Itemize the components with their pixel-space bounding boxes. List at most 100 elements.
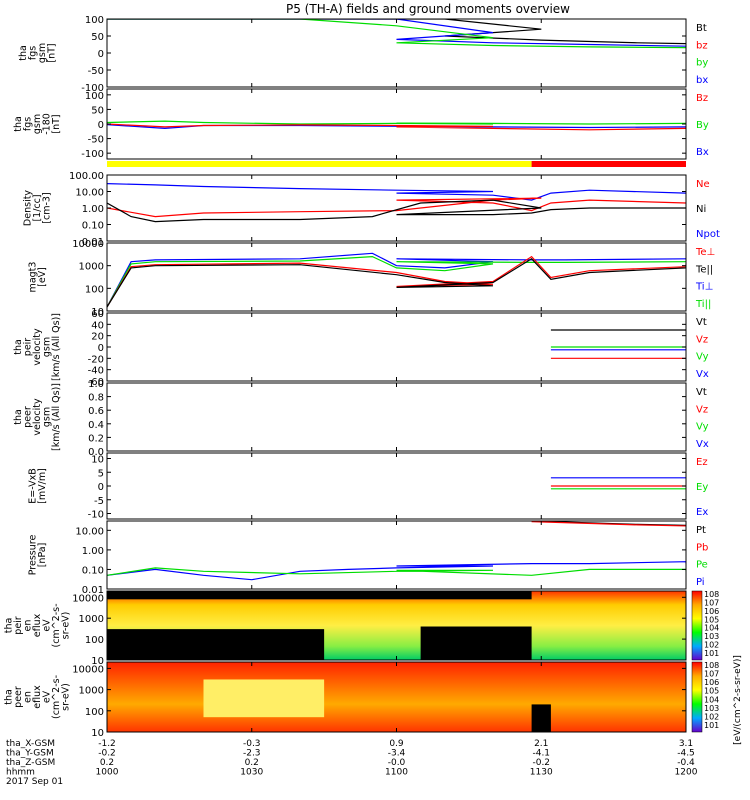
y-tick-label: 10: [91, 656, 104, 667]
legend-Ni: Ni: [696, 204, 706, 215]
y-tick-label: 10000: [72, 593, 104, 604]
y-tick-label: 10: [91, 728, 104, 739]
colorbar-tick-label: 101: [704, 721, 719, 730]
y-tick-label: 0.0: [88, 447, 104, 458]
y-tick-label: 0.01: [82, 585, 104, 596]
y-tick-label: 5: [98, 468, 104, 479]
legend-Vx: Vx: [696, 369, 709, 380]
ephemeris-value: -3.4: [388, 749, 406, 759]
y-tick-label: 10000: [72, 239, 104, 250]
colorbar-tick-label: 107: [704, 598, 719, 607]
y-tick-label: 0: [98, 343, 104, 354]
date-label: 2017 Sep 01: [6, 777, 63, 787]
ephemeris-value: 1100: [385, 768, 408, 778]
plot-area: [107, 383, 686, 451]
spectrogram-gap: [531, 704, 551, 732]
y-tick-label: 1000: [79, 262, 104, 273]
spectrogram-highflux: [203, 679, 325, 718]
colorbar-tick-label: 102: [704, 641, 719, 650]
legend-bz: bz: [696, 40, 708, 51]
colorbar-tick-label: 105: [704, 615, 719, 624]
plot-area: [107, 19, 686, 87]
legend-Ey: Ey: [696, 482, 708, 493]
y-tick-label: 100: [85, 707, 104, 718]
ephemeris-value: 1030: [240, 768, 263, 778]
ephemeris-value: -0.3: [243, 739, 261, 749]
legend-Vz: Vz: [696, 334, 708, 345]
legend-Vz: Vz: [696, 404, 708, 415]
series-line-by: [107, 19, 686, 49]
y-tick-label: 20: [91, 332, 104, 343]
legend-Vt: Vt: [696, 317, 707, 328]
y-tick-label: 10: [91, 455, 104, 466]
y-tick-label: 0.8: [88, 393, 104, 404]
ephemeris-value: -0.4: [677, 758, 695, 768]
y-tick-label: 0: [98, 120, 104, 131]
legend-Bx: Bx: [696, 147, 709, 158]
ephemeris-value: 1200: [675, 768, 698, 778]
colorbar-tick-label: 101: [704, 649, 719, 658]
y-tick-label: 0.10: [82, 565, 104, 576]
y-tick-label: -100: [81, 149, 104, 160]
ephemeris-value: -4.1: [532, 749, 550, 759]
y-tick-label: 100: [85, 91, 104, 102]
colorbar-tick-label: 106: [704, 678, 719, 687]
colorbar-tick-label: 104: [704, 695, 719, 704]
y-axis-label: thafgsgsm-180[nT]: [13, 113, 62, 135]
panel-peer_vel: 1.0 0.8 0.6 0.4 0.2 0.0 thapeervelocitygsm[km/…: [13, 379, 709, 458]
y-axis-label: E=-VxB[mV/m]: [27, 468, 48, 504]
ephemeris-value: 1000: [96, 768, 119, 778]
legend-Vy: Vy: [696, 352, 709, 363]
y-tick-label: -50: [88, 66, 104, 77]
y-tick-label: 0: [98, 482, 104, 493]
spectrogram-lowflux: [107, 591, 532, 600]
y-axis-label: magt3[eV]: [27, 262, 48, 293]
ephemeris-value: 2.1: [534, 739, 548, 749]
colorbar-tick-label: 104: [704, 624, 719, 633]
y-tick-label: 100: [85, 15, 104, 26]
y-tick-label: -50: [88, 135, 104, 146]
colorbar-label: [eV/(cm^2-s-sr-eV)]: [733, 655, 743, 745]
legend-By: By: [696, 120, 709, 131]
ephemeris-row-label: tha_Z-GSM: [6, 758, 55, 768]
series-line-Pe: [107, 567, 686, 576]
y-tick-label: -10: [88, 510, 104, 521]
plot-area: [107, 243, 686, 311]
panel-fgs: 100 50 0 -50 -100 thafgsgsm[nT] Bt bz by bx: [18, 15, 709, 94]
y-tick-label: 0: [98, 49, 104, 60]
ephemeris-value: -1.2: [98, 739, 116, 749]
colorbar: [691, 661, 703, 733]
y-tick-label: 10000: [72, 664, 104, 675]
legend-Pb: Pb: [696, 542, 708, 553]
colorbar: [691, 590, 703, 661]
panel-pressure: 10.00 1.00 0.10 0.01 Pressure[nPa] Pt Pb Pe Pi: [27, 520, 708, 596]
y-tick-label: 10: [91, 307, 104, 318]
ephemeris-row-label: tha_Y-GSM: [6, 749, 54, 759]
ephemeris-value: -0.0: [388, 758, 406, 768]
y-tick-label: -5: [94, 496, 104, 507]
colorbar-tick-label: 106: [704, 607, 719, 616]
y-tick-label: 10.00: [75, 526, 104, 537]
series-line-Te||: [107, 258, 686, 308]
panel-fgs_gse: 100 50 0 -50 -100 thafgsgsm-180[nT] Bz By Bx: [13, 88, 709, 160]
ephemeris-value: -0.2: [532, 758, 550, 768]
panel-efield: 10 5 0 -5 -10 E=-VxB[mV/m] Ez Ey Ex: [27, 452, 708, 521]
y-tick-label: 50: [91, 105, 104, 116]
y-tick-label: 1.00: [82, 204, 104, 215]
series-line-Ni: [107, 199, 686, 223]
chart-title: P5 (TH-A) fields and ground moments over…: [286, 2, 570, 16]
y-tick-label: 0.6: [88, 406, 104, 417]
legend-Te||: Te||: [695, 264, 713, 275]
legend-Vx: Vx: [696, 439, 709, 450]
y-tick-label: 10.00: [75, 188, 104, 199]
legend-by: by: [696, 58, 708, 69]
y-tick-label: -40: [88, 366, 104, 377]
y-tick-label: 100: [85, 635, 104, 646]
y-tick-label: 40: [91, 320, 104, 331]
series-line-Ti⊥: [107, 252, 686, 308]
series-line-Npot: [107, 183, 686, 201]
legend-Ne: Ne: [696, 179, 710, 190]
ephemeris-value: 3.1: [679, 739, 693, 749]
